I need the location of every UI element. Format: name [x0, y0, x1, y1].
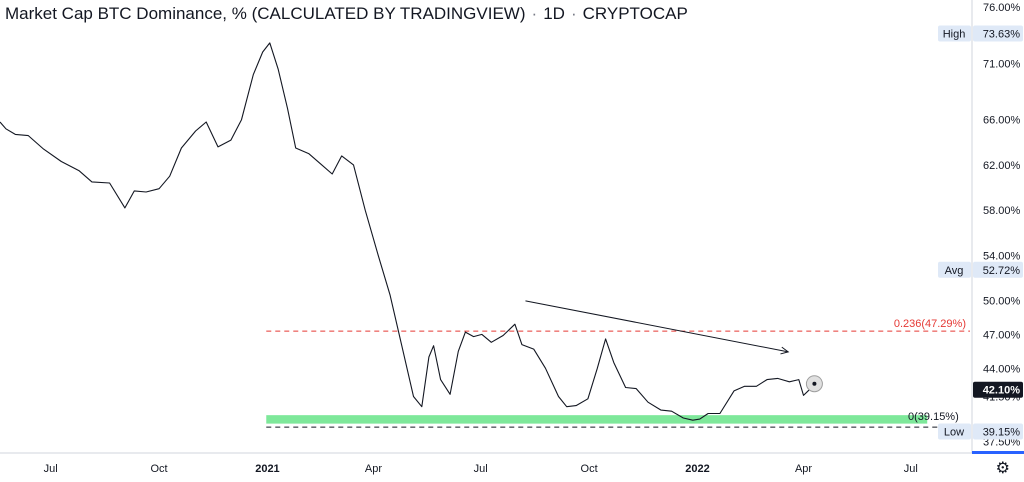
high-badge-value-bg — [973, 25, 1023, 42]
price-axis-accent — [972, 451, 1024, 454]
x-tick-label: Oct — [150, 463, 167, 475]
low-badge-value-bg — [973, 423, 1023, 440]
last-point-dot — [812, 381, 817, 386]
avg-badge-label-bg — [938, 261, 971, 278]
x-tick-label: Jul — [904, 463, 918, 475]
high-badge-label-bg — [938, 25, 971, 42]
low-badge-label: Low — [944, 427, 964, 439]
chart-title: Market Cap BTC Dominance, % (CALCULATED … — [5, 4, 526, 23]
x-tick-label: 2021 — [255, 463, 279, 475]
fib-0-label: 0(39.15%) — [908, 411, 959, 423]
y-tick-label: 66.00% — [983, 115, 1021, 127]
high-badge-value: 73.63% — [983, 29, 1021, 41]
y-tick-label: 54.00% — [983, 250, 1021, 262]
trendline-arrowhead — [780, 346, 790, 355]
high-badge-label: High — [943, 29, 966, 41]
low-badge-label-bg — [938, 423, 971, 440]
avg-badge-label: Avg — [945, 265, 964, 277]
low-badge-value: 39.15% — [983, 427, 1021, 439]
x-tick-label: Jul — [44, 463, 58, 475]
last-price-badge-value: 42.10% — [983, 385, 1021, 397]
chart-source[interactable]: CRYPTOCAP — [582, 4, 688, 23]
fib-0236-label: 0.236(47.29%) — [894, 318, 966, 330]
chart-interval[interactable]: 1D — [543, 4, 565, 23]
y-tick-label: 71.00% — [983, 58, 1021, 70]
y-tick-label: 44.00% — [983, 363, 1021, 375]
y-tick-label: 62.00% — [983, 160, 1021, 172]
y-tick-label: 47.00% — [983, 329, 1021, 341]
y-tick-label: 58.00% — [983, 205, 1021, 217]
price-line[interactable] — [0, 42, 810, 421]
y-tick-label: 50.00% — [983, 295, 1021, 307]
support-band[interactable] — [266, 415, 928, 424]
trendline[interactable] — [525, 300, 789, 353]
y-tick-label: 37.50% — [983, 437, 1021, 449]
x-tick-label: Apr — [365, 463, 382, 475]
x-tick-label: Apr — [795, 463, 812, 475]
x-tick-label: Oct — [581, 463, 598, 475]
avg-badge-value: 52.72% — [983, 265, 1021, 277]
last-price-badge-value-bg — [973, 381, 1023, 398]
gear-icon[interactable]: ⚙ — [995, 460, 1010, 477]
x-tick-label: Jul — [474, 463, 488, 475]
avg-badge-value-bg — [973, 261, 1023, 278]
chart-title-bar: Market Cap BTC Dominance, % (CALCULATED … — [5, 4, 688, 23]
y-tick-label: 76.00% — [983, 2, 1021, 14]
x-tick-label: 2022 — [685, 463, 709, 475]
